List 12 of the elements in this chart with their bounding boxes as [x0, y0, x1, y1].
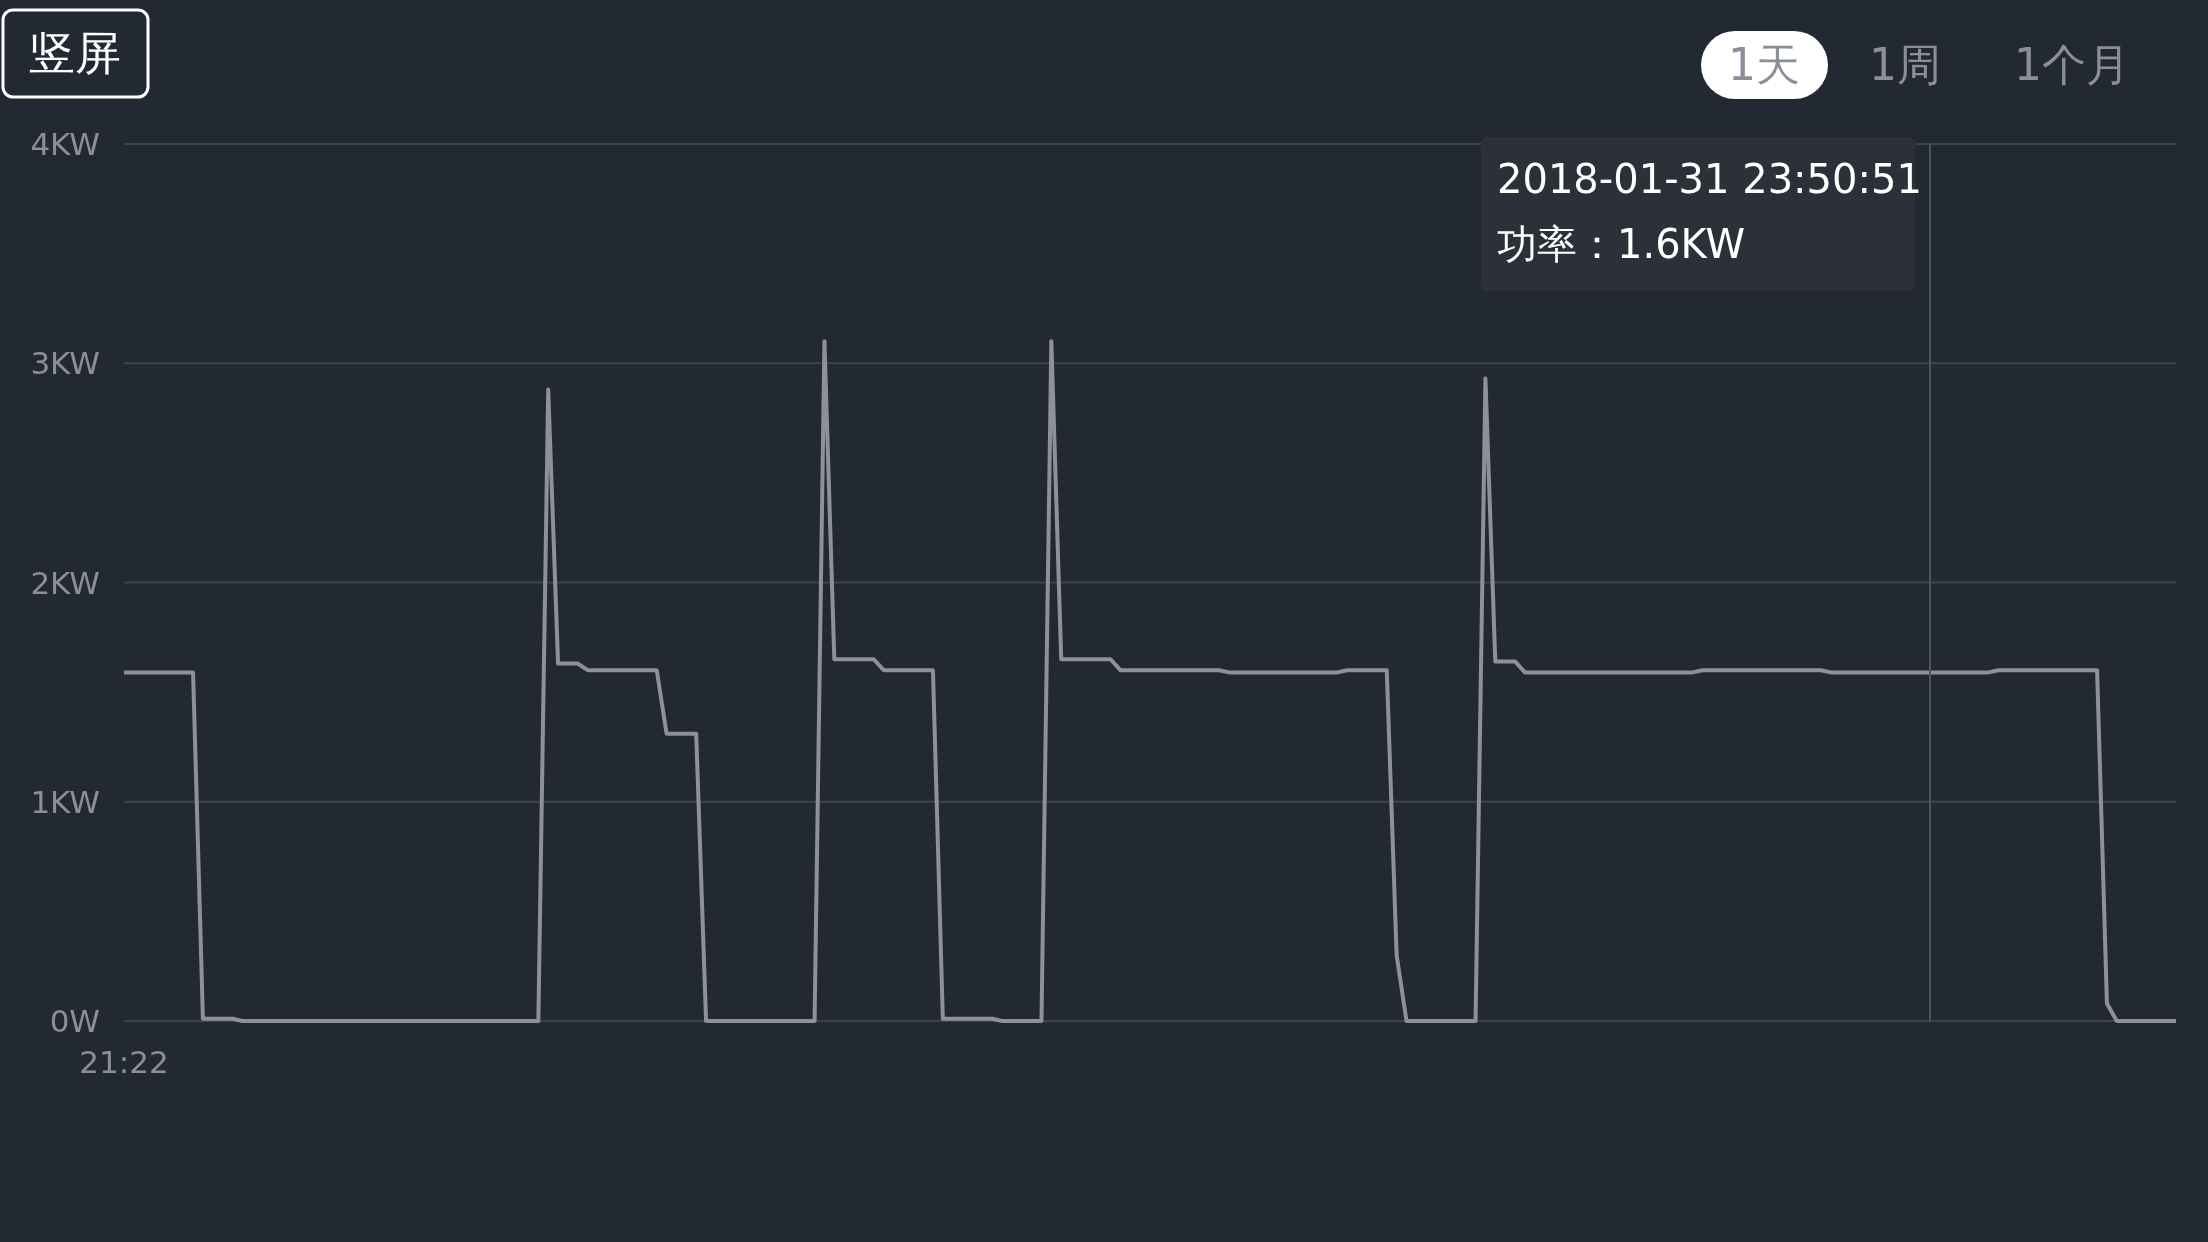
- y-tick-label: 4KW: [30, 126, 100, 162]
- y-tick-label: 3KW: [30, 345, 100, 382]
- y-tick-label: 1KW: [30, 783, 100, 820]
- text: 1个月: [2014, 39, 2130, 90]
- y-tick-label: 0W: [49, 1003, 100, 1039]
- y-tick-label: 2KW: [30, 564, 100, 601]
- annotation: 功率：1.6KW: [1497, 221, 1745, 267]
- annotation: 2018-01-31 23:50:51: [1497, 156, 1922, 202]
- text: 1天: [1728, 39, 1800, 90]
- text: 竖屏: [29, 26, 121, 80]
- text: 1周: [1869, 39, 1941, 90]
- x-tick-label: 21:22: [79, 1044, 169, 1080]
